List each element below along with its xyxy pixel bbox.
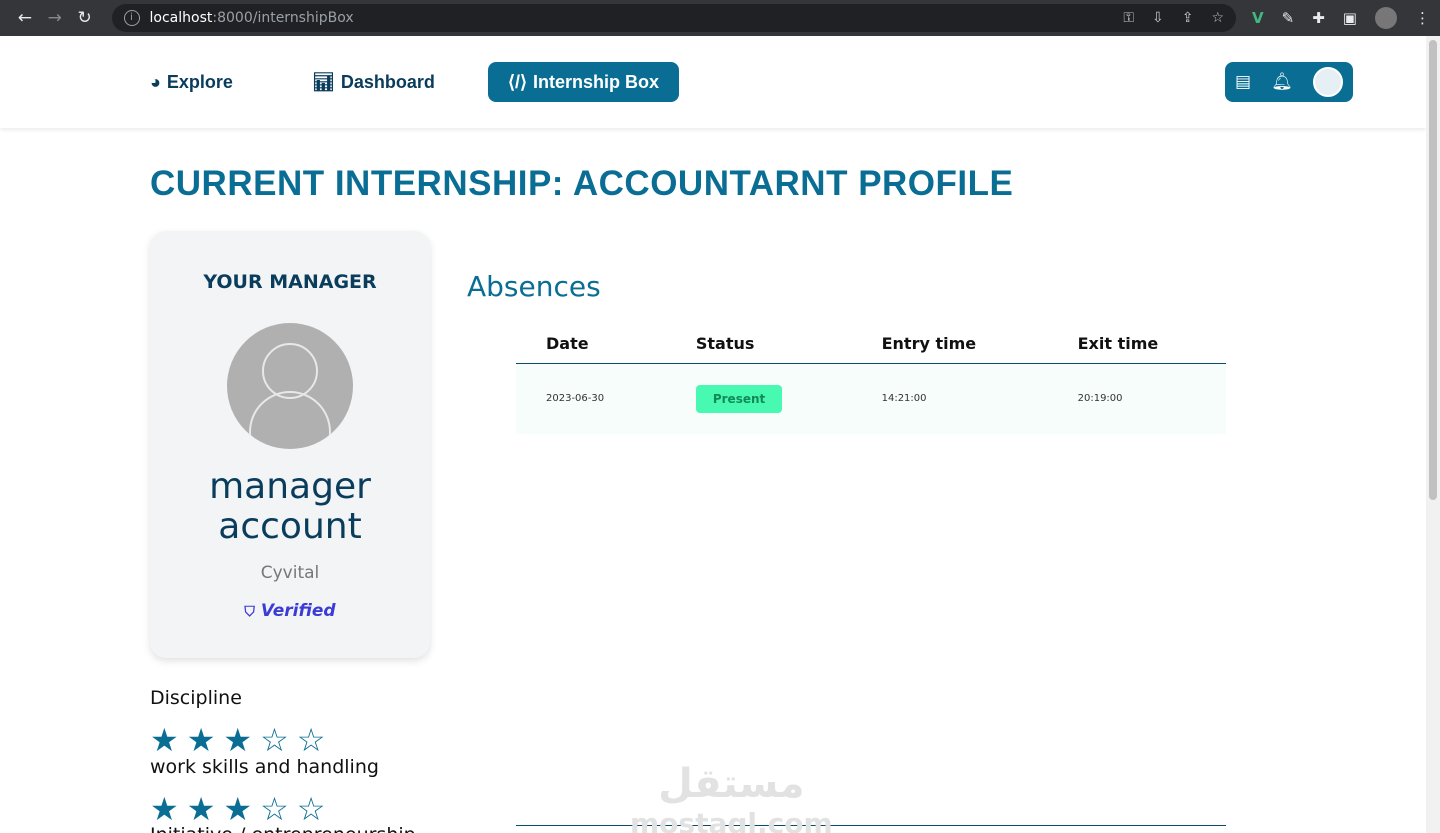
url-path: :8000/internshipBox	[212, 10, 354, 26]
star-filled-icon: ★	[223, 721, 253, 759]
vue-devtools-icon[interactable]: V	[1252, 9, 1264, 27]
rating-label-work-skills: work skills and handling	[150, 756, 379, 778]
cell-exit-time: 20:19:00	[1047, 363, 1226, 434]
user-toolbox: ▤ 🔔︎	[1225, 62, 1353, 102]
globe-icon: ◕	[150, 71, 161, 92]
scrollbar[interactable]	[1426, 36, 1440, 833]
manager-label: YOUR MANAGER	[203, 271, 377, 293]
watermark-arabic: مستقل	[658, 761, 805, 807]
menu-icon[interactable]: ⋮	[1414, 9, 1430, 27]
rating-stars-discipline: ★ ★ ★ ☆ ☆	[150, 724, 325, 756]
nav-label: Explore	[166, 71, 233, 92]
browser-toolbar: ← → ↻ i localhost:8000/internshipBox ⚿ ⇩ ⇪…	[0, 0, 1440, 36]
manager-company: Cyvital	[260, 563, 320, 583]
rating-label-discipline: Discipline	[150, 687, 242, 709]
column-header: Exit time	[1047, 326, 1226, 364]
star-icon[interactable]: ☆	[1211, 10, 1225, 26]
star-filled-icon: ★	[223, 790, 253, 828]
star-filled-icon: ★	[150, 790, 179, 828]
add-post-icon[interactable]: ▤	[1235, 72, 1252, 92]
nav-dashboard[interactable]: 📊︎ Dashboard	[312, 62, 435, 102]
star-empty-icon: ☆	[260, 721, 289, 759]
column-header: Date	[516, 326, 666, 364]
watermark-logo: مستقل mostaql.com	[630, 761, 833, 833]
star-empty-icon: ☆	[260, 790, 289, 828]
bell-icon[interactable]: 🔔︎	[1271, 72, 1293, 92]
nav-explore[interactable]: ◕ Explore	[150, 62, 233, 102]
watermark-latin: mostaql.com	[630, 807, 833, 833]
verified-label: Verified	[260, 601, 336, 621]
table-row: 2023-06-30 Present 14:21:00 20:19:00	[516, 363, 1226, 434]
nav-internship-box[interactable]: ⟨/⟩ Internship Box	[488, 62, 680, 102]
chart-icon: 📊︎	[312, 71, 335, 92]
nav-label: Dashboard	[340, 71, 435, 92]
extensions-puzzle-icon[interactable]: ✚	[1312, 9, 1325, 27]
user-avatar[interactable]	[1312, 67, 1343, 97]
extension-pen-icon[interactable]: ✎	[1281, 9, 1295, 27]
verified-badge: ⛉ Verified	[150, 601, 430, 621]
reload-icon[interactable]: ↻	[77, 8, 92, 28]
cell-date: 2023-06-30	[516, 363, 666, 434]
info-icon[interactable]: i	[123, 10, 140, 26]
star-empty-icon: ☆	[296, 721, 326, 759]
status-badge: Present	[695, 384, 783, 413]
cell-status: Present	[665, 363, 852, 434]
url-host: localhost	[149, 10, 213, 26]
star-filled-icon: ★	[150, 721, 179, 759]
rating-label-initiative: Initiative / entrepreneurship	[150, 824, 416, 833]
nav-label: Internship Box	[533, 71, 660, 92]
sidepanel-icon[interactable]: ▣	[1342, 9, 1357, 27]
absences-title: Absences	[467, 270, 601, 303]
star-filled-icon: ★	[186, 790, 216, 828]
key-icon[interactable]: ⚿	[1123, 10, 1134, 26]
star-empty-icon: ☆	[296, 790, 326, 828]
star-filled-icon: ★	[186, 721, 216, 759]
address-bar[interactable]: i localhost:8000/internshipBox ⚿ ⇩ ⇪ ☆	[111, 4, 1237, 32]
page-title: CURRENT INTERNSHIP: ACCOUNTARNT PROFILE	[150, 164, 1014, 203]
code-icon: ⟨/⟩	[508, 71, 528, 92]
manager-card: YOUR MANAGER manager account Cyvital ⛉ V…	[150, 231, 430, 658]
absences-table: Date Status Entry time Exit time 2023-06…	[516, 326, 1226, 434]
rating-stars-work-skills: ★ ★ ★ ☆ ☆	[150, 793, 325, 825]
profile-avatar[interactable]	[1374, 7, 1397, 29]
share-icon[interactable]: ⇪	[1181, 10, 1194, 26]
forward-icon[interactable]: →	[47, 8, 62, 28]
app-header: ◕ Explore 📊︎ Dashboard ⟨/⟩ Internship Box ▤…	[0, 36, 1426, 128]
manager-avatar	[227, 323, 353, 449]
manager-name: manager account	[209, 466, 371, 547]
column-header: Status	[665, 326, 852, 364]
column-header: Entry time	[851, 326, 1048, 364]
shield-icon: ⛉	[244, 604, 255, 620]
cell-entry-time: 14:21:00	[851, 363, 1048, 434]
back-icon[interactable]: ←	[17, 8, 33, 28]
install-icon[interactable]: ⇩	[1152, 10, 1164, 26]
divider	[516, 825, 1226, 826]
